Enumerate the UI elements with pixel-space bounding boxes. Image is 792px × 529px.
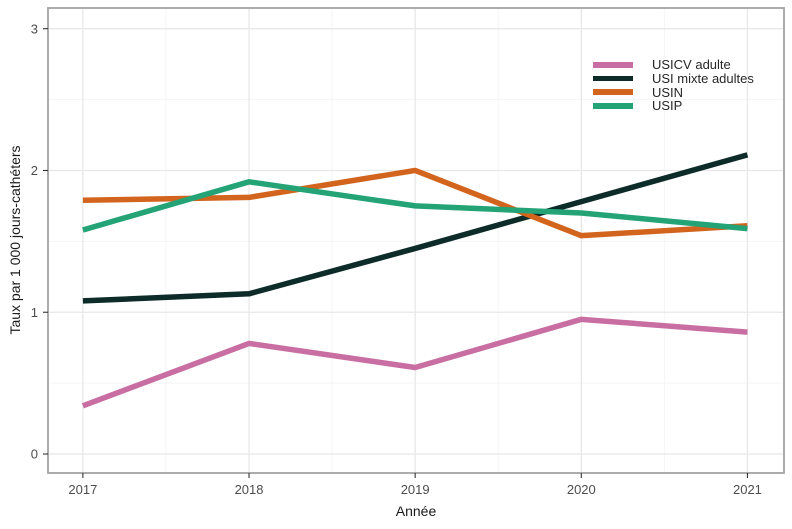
x-tick-label: 2018 bbox=[235, 482, 264, 497]
series-line bbox=[82, 179, 748, 233]
panel-background bbox=[48, 8, 784, 473]
y-tick-label: 2 bbox=[31, 163, 38, 178]
legend-swatch-usip bbox=[593, 103, 633, 109]
y-tick-label: 3 bbox=[31, 21, 38, 36]
x-tick-label: 2020 bbox=[567, 482, 596, 497]
y-tick-label: 1 bbox=[31, 305, 38, 320]
legend-label: USICV adulte bbox=[652, 57, 731, 73]
legend-item: USIN bbox=[593, 85, 754, 99]
x-axis-title: Année bbox=[395, 503, 437, 519]
legend-label: USIP bbox=[652, 98, 683, 114]
legend-swatch-usicv-adulte bbox=[593, 62, 633, 68]
legend-item: USICV adulte bbox=[593, 58, 754, 72]
y-tick-label: 0 bbox=[31, 447, 38, 462]
legend-swatch-usi-mixte-adultes bbox=[593, 75, 633, 82]
panel-border bbox=[47, 7, 785, 474]
legend-swatch-usin bbox=[593, 89, 633, 95]
x-tick-label: 2019 bbox=[401, 482, 430, 497]
chart-legend: USICV adulte USI mixte adultes USIN USIP bbox=[593, 58, 754, 113]
x-tick-label: 2017 bbox=[68, 482, 97, 497]
legend-item: USIP bbox=[593, 99, 754, 113]
series-line bbox=[81, 316, 748, 409]
series-line bbox=[82, 152, 749, 304]
x-tick-label: 2021 bbox=[733, 482, 762, 497]
y-axis-title: Taux par 1 000 jours-cathéters bbox=[7, 145, 23, 335]
legend-label: USIN bbox=[652, 84, 684, 100]
legend-item: USI mixte adultes bbox=[593, 72, 754, 86]
legend-label: USI mixte adultes bbox=[652, 71, 754, 87]
